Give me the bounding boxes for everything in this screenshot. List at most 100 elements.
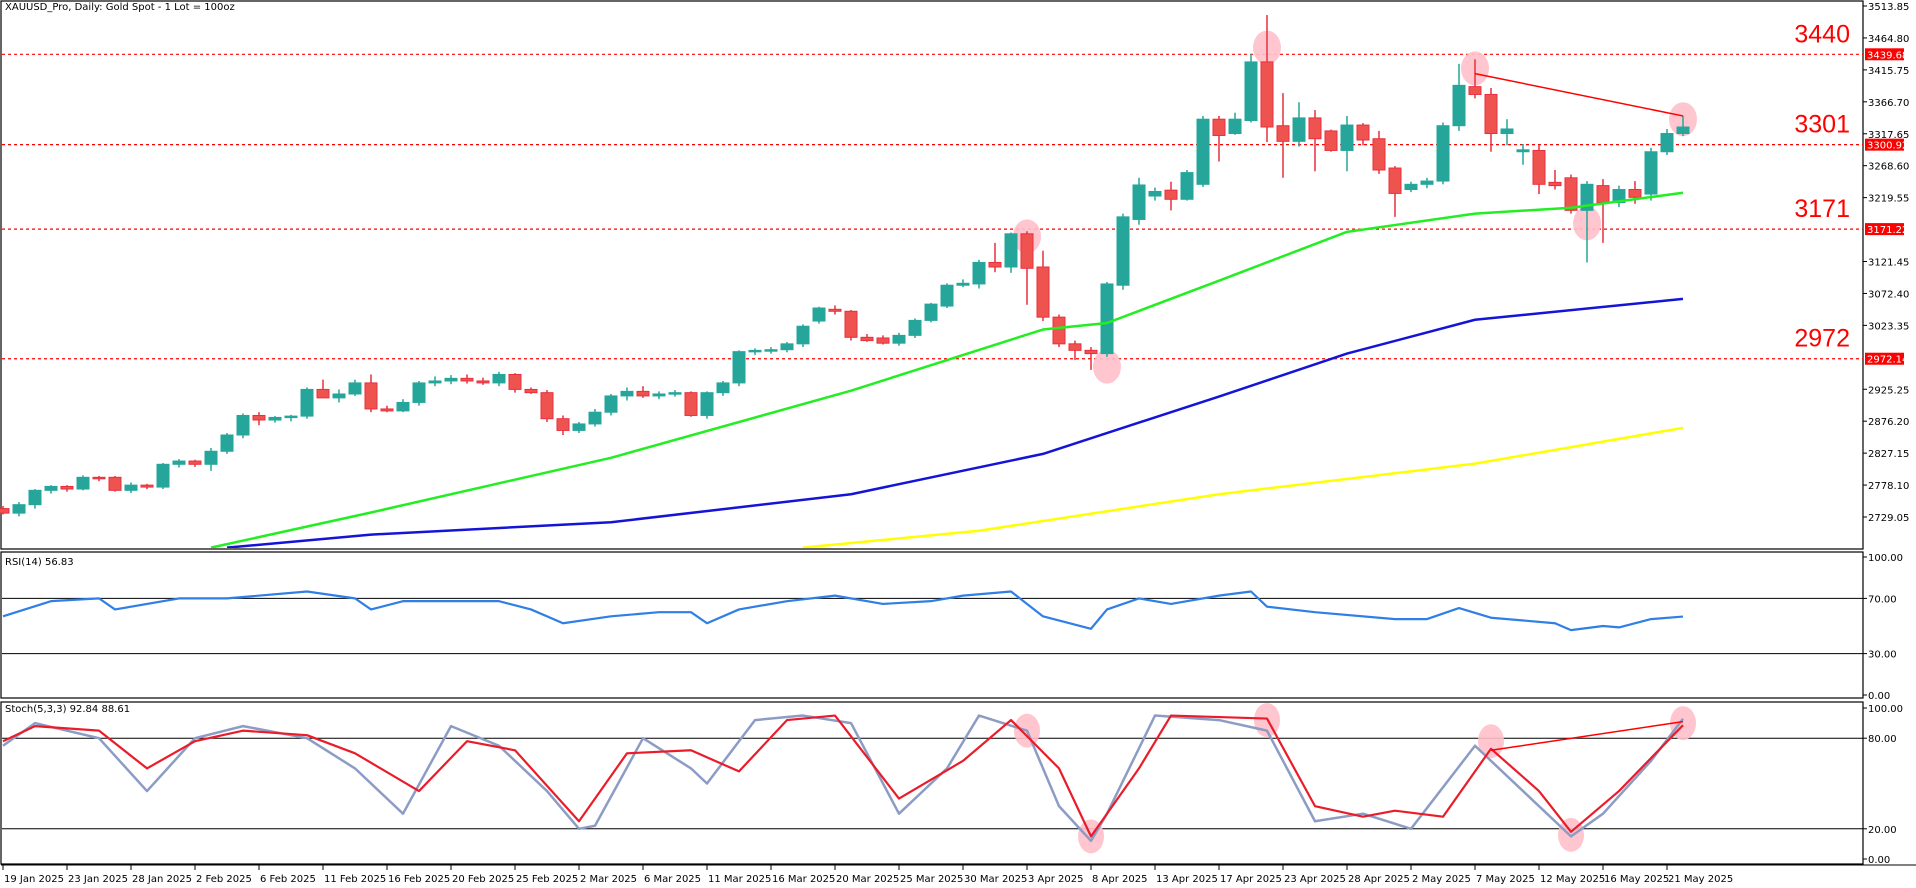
candle-body	[636, 390, 650, 397]
bullish-candle	[44, 485, 58, 494]
candle-body	[1260, 61, 1274, 128]
candle-body	[460, 377, 474, 382]
candle-body	[1356, 124, 1370, 141]
candle-body	[556, 418, 570, 431]
bullish-candle	[204, 448, 218, 471]
time-tick-label: 6 Feb 2025	[260, 874, 316, 885]
price-level-badge	[1865, 48, 1904, 61]
trendline	[1474, 72, 1684, 117]
stochastic-panel[interactable]	[2, 703, 1863, 854]
candle-body	[1388, 167, 1402, 194]
bullish-candle	[1100, 281, 1114, 357]
candle-body	[412, 382, 426, 403]
bullish-candle	[780, 341, 794, 353]
bullish-candle	[28, 489, 42, 509]
bullish-candle	[924, 302, 938, 323]
bearish-candle	[380, 405, 394, 413]
bearish-candle	[556, 415, 570, 435]
bullish-candle	[764, 347, 778, 354]
candle-body	[380, 408, 394, 412]
bullish-candle	[716, 380, 730, 396]
candle-body	[1452, 84, 1466, 127]
candle-body	[540, 392, 554, 420]
candle-body	[44, 485, 58, 491]
candle-body	[796, 325, 810, 345]
time-tick-label: 11 Mar 2025	[708, 874, 771, 885]
time-tick-label: 23 Apr 2025	[1284, 874, 1346, 885]
bullish-candle	[700, 391, 714, 419]
bullish-candle	[1452, 63, 1466, 131]
time-tick-label: 13 Apr 2025	[1156, 874, 1218, 885]
candle-body	[684, 392, 698, 416]
time-tick-label: 28 Apr 2025	[1348, 874, 1410, 885]
rsi-label: RSI(14) 56.83	[5, 557, 74, 568]
bearish-candle	[1164, 181, 1178, 211]
price-tick-label: 2925.25	[1868, 385, 1909, 396]
bearish-candle	[188, 459, 202, 467]
bullish-candle	[1660, 128, 1674, 156]
bullish-candle	[956, 279, 970, 288]
bullish-candle	[1292, 102, 1306, 147]
candle-body	[284, 415, 298, 419]
candle-body	[812, 307, 826, 322]
candle-body	[1676, 126, 1690, 135]
time-tick-label: 19 Jan 2025	[4, 874, 64, 885]
candle-body	[1660, 133, 1674, 153]
candle-body	[1132, 184, 1146, 220]
candle-body	[1068, 343, 1082, 351]
bullish-candle	[172, 459, 186, 468]
candle-body	[156, 463, 170, 488]
bearish-candle	[508, 373, 522, 393]
candle-body	[1532, 149, 1546, 185]
panel-border	[0, 551, 1864, 699]
price-tick-label: 3219.55	[1868, 194, 1909, 205]
candle-body	[940, 284, 954, 307]
bearish-candle	[364, 374, 378, 413]
time-tick-label: 17 Apr 2025	[1220, 874, 1282, 885]
candle-body	[12, 504, 26, 514]
price-panel[interactable]: 3440 3301 3171 2972	[0, 15, 1863, 548]
time-tick-label: 2 Mar 2025	[580, 874, 637, 885]
candle-body	[1500, 128, 1514, 135]
bullish-candle	[620, 387, 634, 401]
candle-body	[1564, 177, 1578, 211]
bullish-candle	[892, 332, 906, 346]
time-tick-label: 8 Apr 2025	[1092, 874, 1147, 885]
candle-body	[1308, 117, 1322, 140]
bearish-candle	[460, 374, 474, 384]
candle-body	[1004, 233, 1018, 268]
stoch-label: Stoch(5,3,3) 92.84 88.61	[5, 704, 131, 715]
bullish-candle	[1420, 177, 1434, 189]
bearish-candle	[1548, 169, 1562, 190]
rsi-tick-label: 30.00	[1868, 650, 1897, 661]
candle-body	[748, 349, 762, 353]
time-tick-label: 25 Feb 2025	[516, 874, 578, 885]
stoch-tick-label: 0.00	[1868, 855, 1890, 866]
bearish-candle	[1260, 15, 1274, 142]
price-tick-label: 2729.05	[1868, 513, 1909, 524]
bullish-candle	[76, 475, 90, 491]
candle-body	[236, 414, 250, 436]
candle-body	[428, 380, 442, 384]
bullish-candle	[1516, 143, 1530, 165]
bullish-candle	[12, 502, 26, 517]
bearish-candle	[1484, 87, 1498, 152]
candle-body	[1116, 216, 1130, 286]
bullish-candle	[1004, 232, 1018, 273]
bearish-candle	[92, 476, 106, 482]
bullish-candle	[668, 390, 682, 397]
bullish-candle	[444, 375, 458, 385]
bullish-candle	[1196, 115, 1210, 187]
candle-body	[1164, 189, 1178, 200]
candle-body	[1196, 118, 1210, 185]
rsi-tick-label: 70.00	[1868, 594, 1897, 605]
price-tick-label: 3464.80	[1868, 34, 1909, 45]
rsi-panel[interactable]	[2, 590, 1863, 655]
time-tick-label: 16 May 2025	[1604, 874, 1669, 885]
chart-title: XAUUSD_Pro, Daily: Gold Spot - 1 Lot = 1…	[5, 2, 235, 13]
candle-body	[108, 476, 122, 491]
candle-body	[220, 434, 234, 452]
price-tick-label: 2876.20	[1868, 417, 1909, 428]
bullish-candle	[796, 324, 810, 348]
